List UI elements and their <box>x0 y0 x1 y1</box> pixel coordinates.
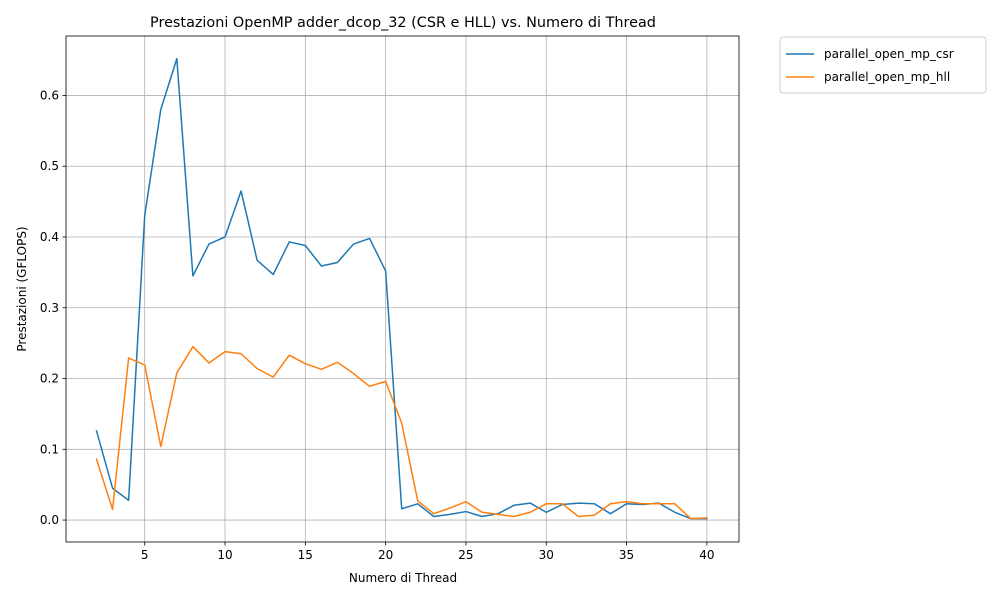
legend-label-csr: parallel_open_mp_csr <box>824 47 954 61</box>
x-tick-label: 40 <box>699 548 714 562</box>
legend-frame <box>779 36 987 94</box>
x-tick-label: 15 <box>298 548 313 562</box>
x-axis-ticks: 5 10 15 20 25 30 35 40 <box>141 542 715 562</box>
x-axis-label: Numero di Thread <box>349 571 457 585</box>
x-tick-label: 10 <box>217 548 232 562</box>
y-axis-label: Prestazioni (GFLOPS) <box>15 226 29 351</box>
y-tick-label: 0.4 <box>40 230 59 244</box>
legend-label-hll: parallel_open_mp_hll <box>824 70 950 84</box>
series-line-parallel_open_mp_csr <box>95 57 708 520</box>
y-tick-label: 0.0 <box>40 513 59 527</box>
y-tick-label: 0.1 <box>40 442 59 456</box>
series-line-parallel_open_mp_hll <box>95 345 708 520</box>
x-tick-label: 30 <box>539 548 554 562</box>
legend: parallel_open_mp_csr parallel_open_mp_hl… <box>779 36 987 94</box>
plot-frame <box>65 35 740 543</box>
x-tick-label: 25 <box>458 548 473 562</box>
chart-title: Prestazioni OpenMP adder_dcop_32 (CSR e … <box>150 15 656 31</box>
y-tick-label: 0.5 <box>40 159 59 173</box>
grid <box>66 36 739 542</box>
x-tick-label: 5 <box>141 548 149 562</box>
y-tick-label: 0.6 <box>40 88 59 102</box>
series-lines <box>95 57 708 520</box>
x-tick-label: 20 <box>378 548 393 562</box>
y-tick-label: 0.2 <box>40 372 59 386</box>
x-tick-label: 35 <box>619 548 634 562</box>
y-tick-label: 0.3 <box>40 301 59 315</box>
y-axis-ticks: 0.0 0.1 0.2 0.3 0.4 0.5 0.6 <box>40 88 66 527</box>
